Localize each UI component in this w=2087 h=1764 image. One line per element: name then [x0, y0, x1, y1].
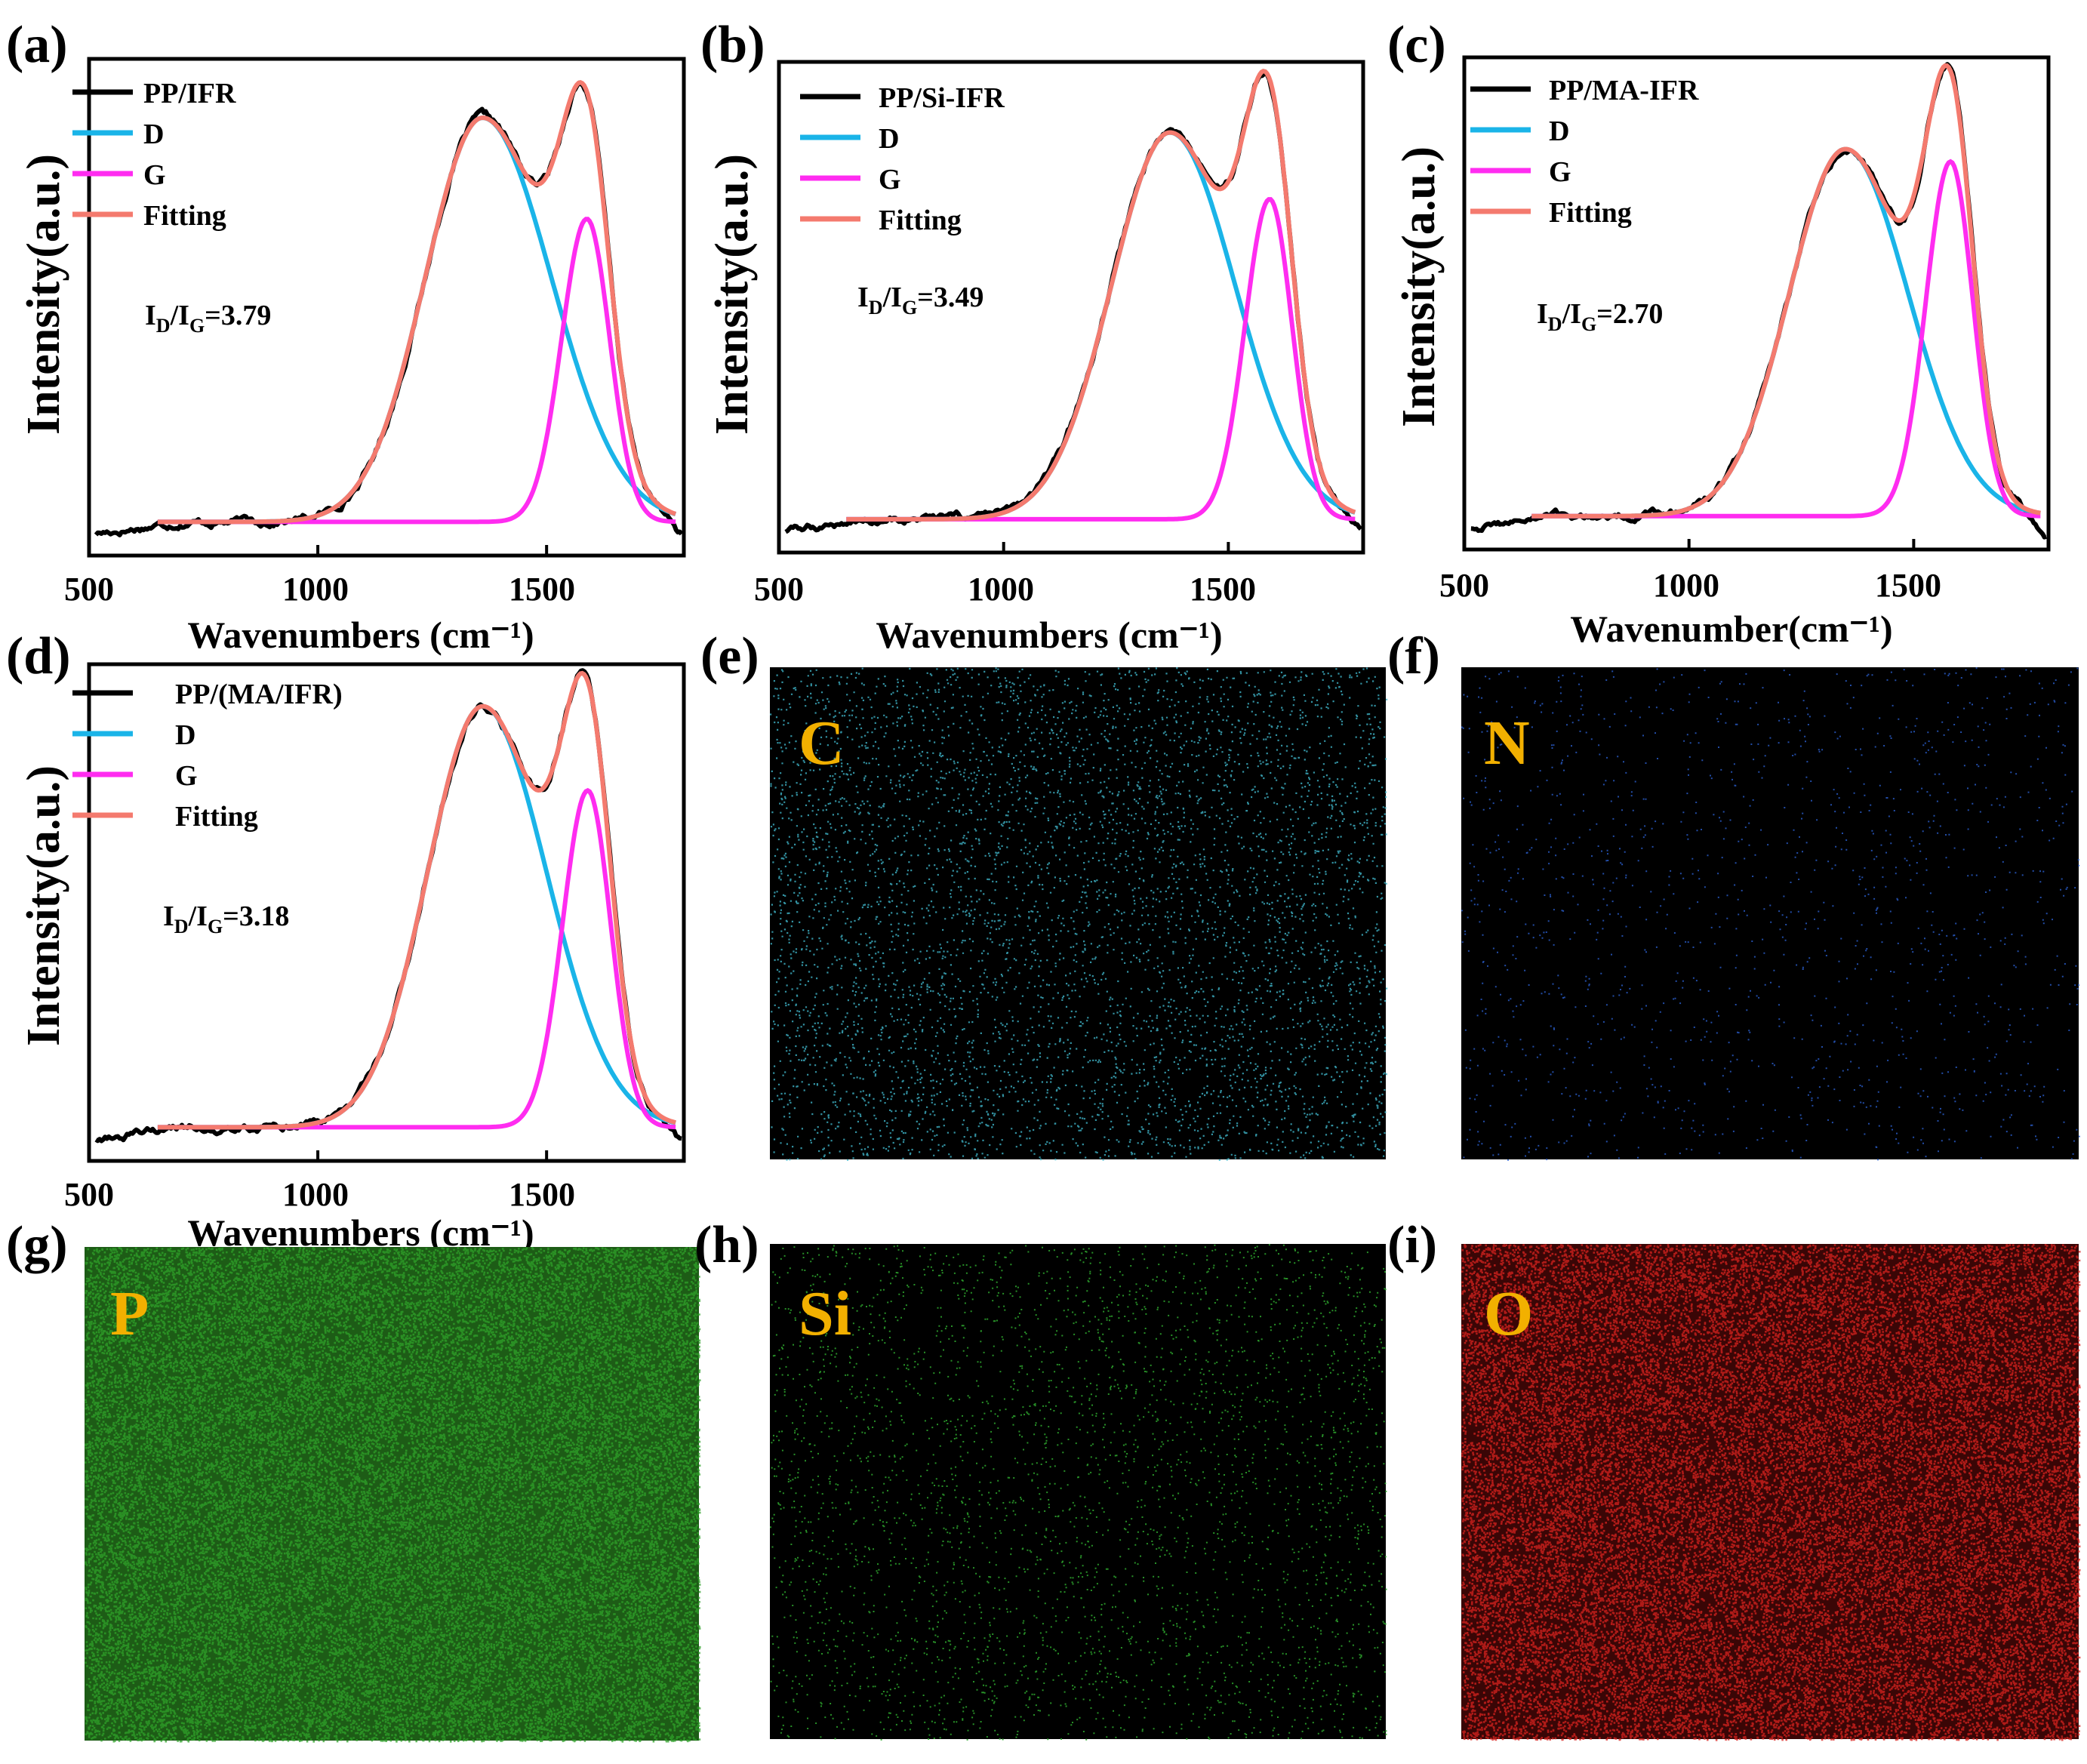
- map-dots: [770, 1244, 1387, 1741]
- element-label: C: [799, 708, 845, 778]
- ratio-annotation: ID/IG=3.49: [857, 282, 983, 319]
- panel-label: (f): [1387, 627, 1440, 685]
- map-panel-f: (f) N: [1387, 627, 2080, 1161]
- x-tick-label: 500: [64, 1176, 114, 1213]
- y-axis-label: Intensity(a.u.): [18, 765, 69, 1046]
- x-tick-label: 1000: [282, 571, 349, 608]
- panel-label: (a): [6, 16, 68, 74]
- plot-frame: [1462, 55, 2051, 552]
- panel-label: (c): [1387, 16, 1446, 74]
- x-tick-label: 1000: [968, 571, 1034, 608]
- map-panel-e: (e) C: [700, 627, 1388, 1161]
- element-label: N: [1484, 708, 1530, 778]
- plot-area: [87, 57, 686, 558]
- chart-panel-c: (c) Intensity(a.u.) PP/MA-IFR D G Fittin…: [1387, 16, 2051, 650]
- legend: PP/IFR D G Fitting: [72, 78, 236, 232]
- legend-label: Fitting: [879, 205, 962, 236]
- x-tick-label: 500: [64, 571, 114, 608]
- x-tick-labels: 500 1000 1500: [754, 571, 1256, 608]
- legend-label: D: [1549, 115, 1569, 147]
- x-axis-label: Wavenumber(cm⁻¹): [1570, 608, 1892, 650]
- x-tick-labels: 500 1000 1500: [64, 571, 575, 608]
- legend-label: G: [879, 164, 901, 195]
- panel-label: (h): [694, 1216, 759, 1274]
- map-dots: [85, 1247, 701, 1743]
- map-dots: [1461, 1244, 2081, 1741]
- ratio-annotation: ID/IG=3.18: [163, 900, 289, 937]
- x-tick-label: 1500: [1190, 571, 1256, 608]
- elemental-map: [1461, 667, 2080, 1161]
- ratio-annotation: ID/IG=3.79: [145, 300, 271, 337]
- legend-label: PP/Si-IFR: [879, 82, 1005, 114]
- y-axis-label: Intensity(a.u.): [1393, 146, 1445, 427]
- panel-label: (e): [700, 627, 759, 685]
- x-tick-label: 1000: [1653, 567, 1719, 604]
- legend-label: G: [1549, 156, 1571, 188]
- element-label: Si: [799, 1279, 851, 1349]
- series-fitting-line: [157, 670, 676, 1130]
- legend-label: G: [143, 159, 166, 191]
- series-g-band-line: [846, 197, 1356, 522]
- map-panel-h: (h) Si: [694, 1216, 1387, 1741]
- x-tick-labels: 500 1000 1500: [64, 1176, 575, 1213]
- x-axis-label: Wavenumbers (cm⁻¹): [187, 614, 534, 656]
- legend-label: Fitting: [143, 200, 226, 232]
- legend-label: PP/IFR: [143, 78, 236, 109]
- ratio-annotation: ID/IG=2.70: [1537, 298, 1663, 335]
- x-tick-label: 1000: [282, 1176, 349, 1213]
- x-tick-label: 1500: [1875, 567, 1941, 604]
- plot-area: [1462, 55, 2051, 552]
- legend: PP/MA-IFR D G Fitting: [1470, 75, 1699, 229]
- x-axis-label: Wavenumbers (cm⁻¹): [876, 614, 1222, 656]
- series-fitting-line: [1531, 63, 2041, 519]
- panel-label: (g): [6, 1216, 68, 1274]
- chart-panel-b: (b) Intensity(a.u.) PP/Si-IFR D G Fittin…: [700, 16, 1365, 656]
- y-axis-label: Intensity(a.u.): [18, 154, 69, 435]
- legend-label: D: [879, 123, 899, 155]
- x-tick-label: 500: [1439, 567, 1489, 604]
- map-panel-g: (g) P: [6, 1216, 701, 1743]
- legend-label: G: [175, 760, 198, 792]
- legend-label: PP/(MA/IFR): [175, 679, 343, 710]
- x-axis-label: Wavenumbers (cm⁻¹): [187, 1211, 534, 1254]
- map-dots: [770, 667, 1388, 1161]
- map-panel-i: (i) O: [1387, 1216, 2081, 1741]
- x-tick-label: 500: [754, 571, 804, 608]
- element-label: O: [1484, 1279, 1533, 1349]
- series-fitting-line: [157, 80, 677, 525]
- map-background: [1461, 667, 2079, 1159]
- element-label: P: [110, 1279, 149, 1349]
- map-background: [770, 1244, 1386, 1739]
- elemental-map: [770, 1244, 1387, 1741]
- plot-frame: [87, 662, 686, 1163]
- series-g-band-line: [157, 217, 676, 525]
- legend: PP/Si-IFR D G Fitting: [800, 82, 1005, 236]
- legend-label: Fitting: [1549, 197, 1632, 229]
- legend-label: Fitting: [175, 801, 258, 833]
- y-axis-label: Intensity(a.u.): [706, 154, 758, 435]
- plot-area: [777, 60, 1365, 555]
- plot-area: [87, 662, 686, 1163]
- panel-label: (d): [6, 627, 71, 685]
- plot-frame: [777, 60, 1365, 555]
- panel-label: (i): [1387, 1216, 1437, 1274]
- elemental-map: [85, 1247, 701, 1743]
- legend-label: PP/MA-IFR: [1549, 75, 1699, 106]
- plot-frame: [87, 57, 686, 558]
- legend-label: D: [143, 119, 164, 150]
- chart-panel-a: (a) Intensity(a.u.) PP/IFR D G Fitting I…: [6, 16, 686, 656]
- x-tick-labels: 500 1000 1500: [1439, 567, 1941, 604]
- panel-label: (b): [700, 16, 765, 74]
- series-fitting-line: [846, 69, 1356, 522]
- x-tick-label: 1500: [509, 571, 575, 608]
- series-g-band-line: [157, 787, 676, 1130]
- chart-panel-d: (d) Intensity(a.u.) PP/(MA/IFR) D G Fitt…: [6, 627, 686, 1254]
- elemental-map: [1461, 1244, 2081, 1741]
- elemental-map: [770, 667, 1388, 1161]
- x-tick-label: 1500: [509, 1176, 575, 1213]
- legend: PP/(MA/IFR) D G Fitting: [72, 679, 343, 833]
- legend-label: D: [175, 719, 195, 751]
